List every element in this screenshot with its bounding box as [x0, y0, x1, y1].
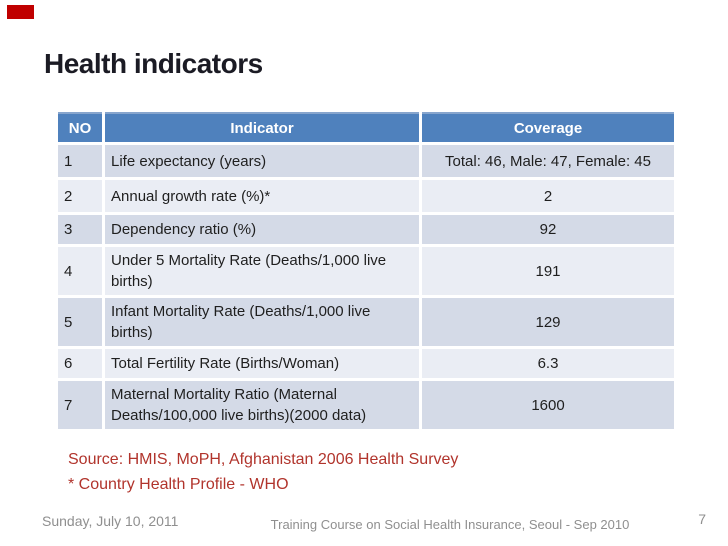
cell-no: 6: [58, 349, 102, 378]
cell-indicator: Total Fertility Rate (Births/Woman): [105, 349, 419, 378]
table-row: 3 Dependency ratio (%) 92: [58, 215, 674, 244]
page-title: Health indicators: [44, 48, 263, 79]
footer-page-number: 7: [698, 511, 706, 527]
cell-coverage: 1600: [422, 381, 674, 429]
source-note: Source: HMIS, MoPH, Afghanistan 2006 Hea…: [68, 447, 458, 497]
cell-no: 7: [58, 381, 102, 429]
table-row: 5 Infant Mortality Rate (Deaths/1,000 li…: [58, 298, 674, 346]
cell-no: 3: [58, 215, 102, 244]
cell-no: 1: [58, 145, 102, 177]
cell-coverage: Total: 46, Male: 47, Female: 45: [422, 145, 674, 177]
source-line-1: Source: HMIS, MoPH, Afghanistan 2006 Hea…: [68, 451, 459, 468]
footer-course-title: Training Course on Social Health Insuran…: [270, 517, 630, 532]
cell-coverage: 92: [422, 215, 674, 244]
cell-indicator: Dependency ratio (%): [105, 215, 419, 244]
health-indicators-table: NO Indicator Coverage 1 Life expectancy …: [55, 109, 677, 432]
table-row: 1 Life expectancy (years) Total: 46, Mal…: [58, 145, 674, 177]
red-accent-mark: [7, 5, 34, 19]
cell-indicator: Life expectancy (years): [105, 145, 419, 177]
cell-coverage: 2: [422, 180, 674, 212]
cell-coverage: 129: [422, 298, 674, 346]
column-header-indicator: Indicator: [105, 112, 419, 142]
table-row: 2 Annual growth rate (%)* 2: [58, 180, 674, 212]
cell-no: 5: [58, 298, 102, 346]
cell-coverage: 6.3: [422, 349, 674, 378]
footer-date: Sunday, July 10, 2011: [42, 513, 179, 529]
cell-indicator: Annual growth rate (%)*: [105, 180, 419, 212]
cell-indicator: Infant Mortality Rate (Deaths/1,000 live…: [105, 298, 419, 346]
table-row: 7 Maternal Mortality Ratio (Maternal Dea…: [58, 381, 674, 429]
table-row: 4 Under 5 Mortality Rate (Deaths/1,000 l…: [58, 247, 674, 295]
source-line-2: * Country Health Profile - WHO: [68, 476, 289, 493]
cell-indicator: Under 5 Mortality Rate (Deaths/1,000 liv…: [105, 247, 419, 295]
cell-coverage: 191: [422, 247, 674, 295]
cell-no: 4: [58, 247, 102, 295]
column-header-no: NO: [58, 112, 102, 142]
cell-no: 2: [58, 180, 102, 212]
table-header-row: NO Indicator Coverage: [58, 112, 674, 142]
table-row: 6 Total Fertility Rate (Births/Woman) 6.…: [58, 349, 674, 378]
column-header-coverage: Coverage: [422, 112, 674, 142]
cell-indicator: Maternal Mortality Ratio (Maternal Death…: [105, 381, 419, 429]
